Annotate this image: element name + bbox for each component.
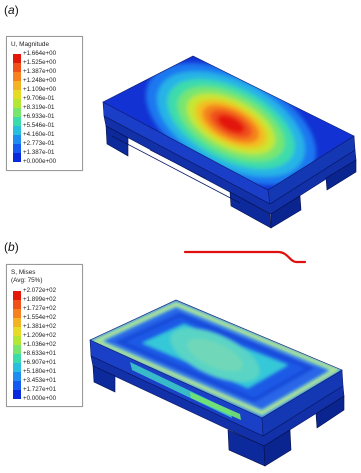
legend-value: +8.633e+01 xyxy=(23,350,57,357)
legend-swatch xyxy=(13,126,21,135)
legend-swatch xyxy=(13,318,21,327)
displacement-plate xyxy=(102,55,357,229)
stress-legend: S, Mises (Avg: 75%) +2.072e+02 +1.899e+02… xyxy=(6,264,83,407)
legend-swatch xyxy=(13,309,21,318)
legend-swatch xyxy=(13,72,21,81)
legend-swatch xyxy=(13,363,21,372)
legend-swatch xyxy=(13,135,21,144)
legend-value: +5.546e-01 xyxy=(23,122,55,129)
legend-value: +5.180e+01 xyxy=(23,368,57,375)
legend-value: +1.664e+00 xyxy=(23,50,57,57)
legend-value: +1.525e+00 xyxy=(23,59,57,66)
legend-title: S, Mises xyxy=(11,269,36,276)
legend-swatch xyxy=(13,54,21,63)
legend-subtitle: (Avg: 75%) xyxy=(11,277,43,284)
legend-value: +3.453e+01 xyxy=(23,377,57,384)
legend-value: +1.209e+02 xyxy=(23,332,57,339)
panel-b-letter: b xyxy=(8,240,15,254)
legend-swatch xyxy=(13,390,21,399)
legend-swatch xyxy=(13,90,21,99)
legend-swatch xyxy=(13,381,21,390)
displacement-legend: U, Magnitude +1.664e+00 +1.525e+00 +1.387e… xyxy=(6,36,83,171)
legend-value: +6.907e+01 xyxy=(23,359,57,366)
legend-swatch xyxy=(13,327,21,336)
legend-swatch xyxy=(13,291,21,300)
panel-b-label: (b) xyxy=(4,240,19,254)
legend-swatch xyxy=(13,108,21,117)
legend-swatch xyxy=(13,81,21,90)
legend-color-bar xyxy=(13,291,21,399)
panel-a-label: (a) xyxy=(4,3,19,17)
legend-value: +1.109e+00 xyxy=(23,86,57,93)
legend-value: +1.387e+00 xyxy=(23,68,57,75)
legend-value: +1.899e+02 xyxy=(23,296,57,303)
legend-swatch xyxy=(13,153,21,162)
legend-swatch xyxy=(13,354,21,363)
legend-value: +1.554e+02 xyxy=(23,314,57,321)
legend-title: U, Magnitude xyxy=(11,41,50,48)
legend-swatch xyxy=(13,63,21,72)
legend-swatch xyxy=(13,345,21,354)
legend-color-bar xyxy=(13,54,21,162)
legend-swatch xyxy=(13,99,21,108)
legend-value: +1.248e+00 xyxy=(23,77,57,84)
legend-value: +9.706e-01 xyxy=(23,95,55,102)
legend-value: +1.036e+02 xyxy=(23,341,57,348)
legend-swatch xyxy=(13,336,21,345)
legend-value: +1.727e+01 xyxy=(23,386,57,393)
legend-value: +8.319e-01 xyxy=(23,104,55,111)
legend-swatch xyxy=(13,372,21,381)
legend-value: +0.000e+00 xyxy=(23,158,57,165)
legend-value: +1.727e+02 xyxy=(23,305,57,312)
legend-value: +0.000e+00 xyxy=(23,395,57,402)
legend-value: +6.933e-01 xyxy=(23,113,55,120)
legend-swatch xyxy=(13,117,21,126)
red-annotation-stroke xyxy=(183,250,307,264)
panel-a-letter: a xyxy=(8,3,15,17)
legend-swatch xyxy=(13,300,21,309)
legend-value: +1.387e-01 xyxy=(23,149,55,156)
legend-swatch xyxy=(13,144,21,153)
legend-values: +2.072e+02 +1.899e+02 +1.727e+02 +1.554e+02… xyxy=(23,287,57,402)
legend-value: +2.072e+02 xyxy=(23,287,57,294)
legend-values: +1.664e+00 +1.525e+00 +1.387e+00 +1.248e+00… xyxy=(23,50,57,165)
legend-value: +4.160e-01 xyxy=(23,131,55,138)
legend-value: +1.381e+02 xyxy=(23,323,57,330)
legend-value: +2.773e-01 xyxy=(23,140,55,147)
stress-plate xyxy=(89,299,345,467)
